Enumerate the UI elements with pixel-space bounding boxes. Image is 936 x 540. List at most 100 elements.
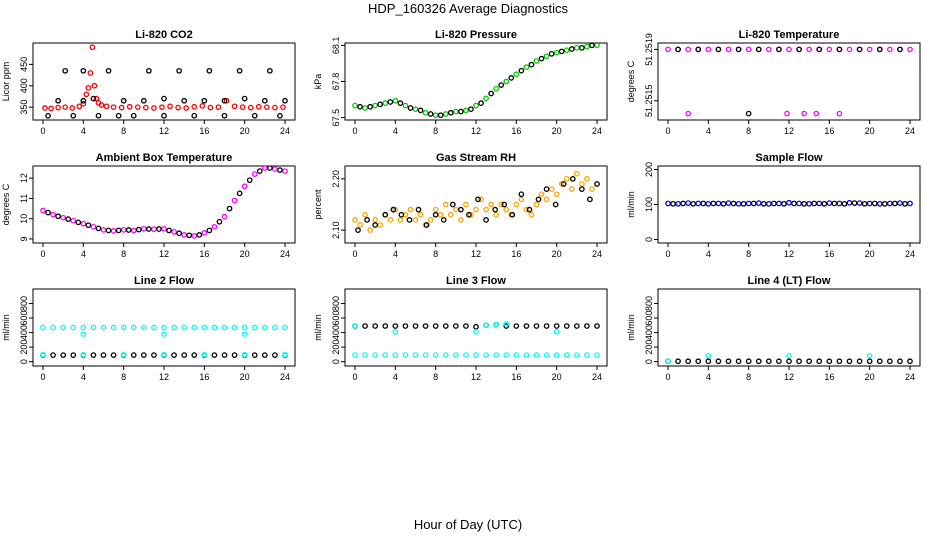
data-point-magenta — [181, 232, 188, 238]
y-axis-label: degrees C — [626, 60, 636, 102]
data-point-black — [390, 206, 397, 213]
panel-title: Li-820 Pressure — [435, 29, 517, 41]
data-point-red — [272, 104, 278, 111]
data-point-black — [771, 200, 777, 207]
x-tick-label: 24 — [280, 372, 290, 382]
data-point-green — [362, 105, 368, 111]
data-point-cyan — [483, 352, 489, 358]
data-point-cyan — [272, 324, 278, 331]
data-point-red — [80, 100, 87, 107]
data-point-black — [705, 358, 712, 365]
data-point-black — [750, 200, 757, 207]
panel-title: Line 4 (LT) Flow — [748, 275, 831, 287]
x-tick-label: 4 — [706, 372, 711, 382]
x-tick-label: 16 — [511, 372, 521, 382]
data-point-black — [45, 209, 51, 216]
data-point-blue — [765, 200, 772, 207]
data-point-black — [781, 200, 787, 207]
data-point-black — [105, 67, 112, 74]
y-tick-label: 350 — [19, 100, 29, 115]
data-point-black — [140, 97, 147, 104]
data-point-red — [48, 105, 54, 112]
y-tick-label: 400 — [331, 325, 341, 340]
data-point-black — [811, 200, 818, 207]
x-tick-label: 8 — [746, 249, 751, 259]
data-point-cyan — [503, 352, 510, 358]
data-point-cyan — [533, 352, 540, 358]
data-point-black — [846, 358, 853, 365]
data-point-orange — [503, 206, 510, 213]
data-point-black — [695, 358, 702, 365]
data-point-red — [93, 95, 100, 102]
data-point-magenta — [725, 46, 732, 53]
data-point-blue — [685, 200, 692, 206]
y-tick-label: 800 — [644, 296, 654, 311]
data-point-blue — [846, 199, 853, 206]
data-point-black — [526, 206, 533, 213]
data-point-green — [432, 112, 439, 119]
data-point-orange — [397, 217, 404, 223]
data-point-orange — [528, 211, 535, 218]
data-point-black — [498, 82, 505, 88]
data-point-black — [377, 101, 384, 108]
x-tick-label: 0 — [352, 126, 357, 136]
data-point-orange — [488, 201, 494, 208]
data-point-magenta — [665, 46, 671, 53]
data-point-magenta — [130, 227, 137, 234]
data-point-blue — [695, 200, 702, 207]
data-point-black — [589, 43, 595, 49]
data-point-black — [62, 67, 69, 74]
data-point-black — [856, 46, 863, 53]
data-point-green — [483, 95, 489, 102]
y-tick-label: 0 — [331, 359, 341, 364]
data-point-green — [382, 100, 389, 107]
x-tick-label: 24 — [592, 126, 602, 136]
data-point-orange — [357, 222, 363, 228]
data-point-black — [166, 227, 172, 234]
x-tick-label: 24 — [905, 126, 915, 136]
y-tick-label: 400 — [19, 78, 29, 93]
y-axis-label: Licor ppm — [1, 62, 11, 102]
data-point-magenta — [907, 46, 913, 53]
data-point-black — [518, 67, 525, 74]
x-tick-label: 24 — [905, 372, 915, 382]
data-point-black — [95, 112, 102, 119]
data-point-cyan — [201, 324, 208, 331]
data-point-black — [161, 112, 167, 119]
data-point-cyan — [191, 324, 198, 331]
data-point-magenta — [866, 46, 873, 53]
data-point-orange — [558, 181, 565, 187]
data-point-magenta — [110, 227, 117, 234]
data-point-black — [735, 46, 742, 53]
data-point-green — [584, 43, 590, 50]
data-points — [42, 44, 288, 119]
data-point-cyan — [352, 352, 358, 358]
data-point-black — [367, 103, 373, 110]
data-point-cyan — [130, 324, 137, 331]
data-point-black — [548, 50, 555, 57]
data-point-black — [579, 44, 585, 51]
data-point-black — [55, 97, 61, 104]
data-point-green — [493, 85, 500, 92]
data-point-magenta — [786, 46, 792, 53]
x-tick-label: 12 — [471, 126, 481, 136]
data-point-blue — [816, 200, 823, 207]
y-tick-label: 2.20 — [331, 170, 341, 188]
x-tick-label: 20 — [552, 372, 562, 382]
data-point-magenta — [705, 46, 712, 53]
data-points — [665, 199, 913, 207]
data-point-black — [140, 352, 147, 358]
data-point-black — [432, 211, 439, 218]
y-tick-label: 67.5 — [331, 109, 341, 127]
data-point-cyan — [40, 324, 46, 331]
data-point-red — [239, 104, 246, 111]
panel-title: Line 3 Flow — [446, 275, 506, 287]
data-point-black — [478, 100, 484, 107]
data-point-cyan — [705, 352, 712, 359]
x-tick-label: 20 — [240, 126, 250, 136]
data-point-black — [115, 112, 122, 119]
data-point-black — [816, 46, 823, 53]
data-point-black — [715, 46, 722, 53]
x-tick-label: 16 — [199, 372, 209, 382]
